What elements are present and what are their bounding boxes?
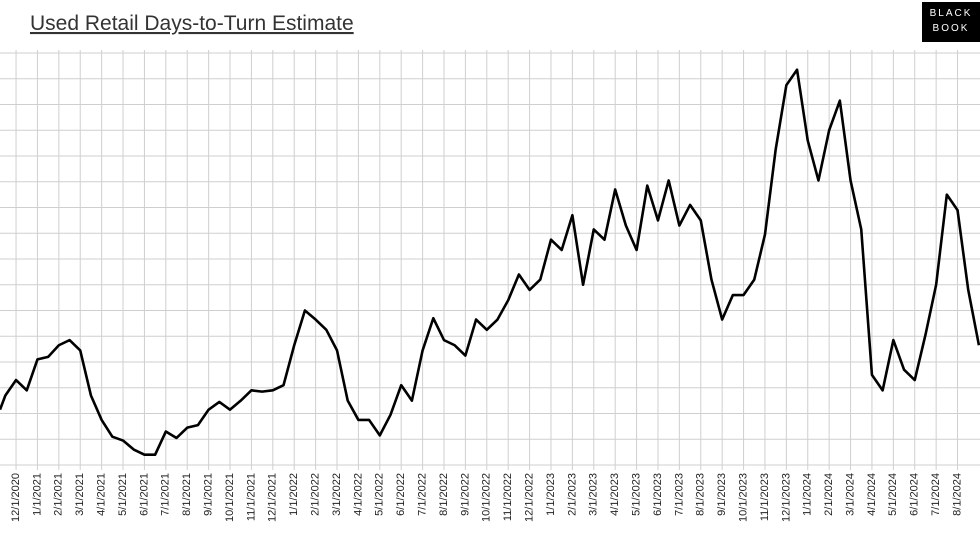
x-tick-label: 4/1/2024 <box>866 473 878 516</box>
x-tick-label: 2/1/2022 <box>310 473 322 516</box>
x-tick-label: 2/1/2023 <box>566 473 578 516</box>
x-tick-label: 9/1/2021 <box>203 473 215 516</box>
x-tick-label: 11/1/2023 <box>759 473 771 521</box>
x-tick-label: 9/1/2023 <box>716 473 728 516</box>
x-tick-label: 1/1/2021 <box>31 473 43 516</box>
logo-text: BLACK <box>930 8 973 19</box>
x-tick-label: 1/1/2024 <box>802 473 814 516</box>
x-tick-label: 6/1/2024 <box>909 473 921 516</box>
data-line <box>0 68 980 456</box>
x-tick-label: 7/1/2023 <box>673 473 685 516</box>
x-tick-label: 12/1/2020 <box>10 473 22 522</box>
x-tick-label: 12/1/2022 <box>523 473 535 522</box>
x-tick-label: 6/1/2022 <box>395 473 407 516</box>
x-tick-label: 12/1/2023 <box>780 473 792 522</box>
x-tick-label: 10/1/2022 <box>481 473 493 522</box>
x-tick-label: 1/1/2023 <box>545 473 557 516</box>
x-tick-label: 6/1/2023 <box>652 473 664 516</box>
x-tick-label: 11/1/2022 <box>502 473 514 521</box>
x-tick-label: 2/1/2021 <box>53 473 65 516</box>
x-tick-label: 11/1/2021 <box>245 473 257 521</box>
x-tick-label: 5/1/2023 <box>630 473 642 516</box>
x-tick-label: 12/1/2021 <box>267 473 279 522</box>
x-tick-label: 7/1/2022 <box>417 473 429 516</box>
x-tick-label: 8/1/2021 <box>181 473 193 516</box>
chart-title: Used Retail Days-to-Turn Estimate <box>30 12 354 35</box>
x-tick-label: 6/1/2021 <box>138 473 150 516</box>
x-tick-label: 7/1/2021 <box>160 473 172 516</box>
x-tick-label: 9/1/2022 <box>459 473 471 516</box>
x-tick-label: 4/1/2022 <box>352 473 364 516</box>
x-tick-label: 4/1/2023 <box>609 473 621 516</box>
x-tick-label: 3/1/2023 <box>588 473 600 516</box>
x-tick-label: 2/1/2024 <box>823 473 835 516</box>
x-tick-label: 10/1/2021 <box>224 473 236 522</box>
x-tick-label: 10/1/2023 <box>737 473 749 522</box>
x-tick-label: 3/1/2022 <box>331 473 343 516</box>
x-tick-label: 1/1/2022 <box>288 473 300 516</box>
x-tick-label: 5/1/2021 <box>117 473 129 516</box>
x-tick-label: 5/1/2022 <box>374 473 386 516</box>
x-tick-label: 4/1/2021 <box>96 473 108 516</box>
x-tick-label: 8/1/2022 <box>438 473 450 516</box>
logo-box <box>922 2 980 42</box>
x-tick-label: 5/1/2024 <box>887 473 899 516</box>
x-tick-label: 3/1/2024 <box>844 473 856 516</box>
x-tick-label: 7/1/2024 <box>930 473 942 516</box>
logo-text: BOOK <box>933 23 970 34</box>
x-tick-label: 8/1/2024 <box>951 473 963 516</box>
x-tick-label: 8/1/2023 <box>695 473 707 516</box>
x-tick-label: 3/1/2021 <box>74 473 86 516</box>
